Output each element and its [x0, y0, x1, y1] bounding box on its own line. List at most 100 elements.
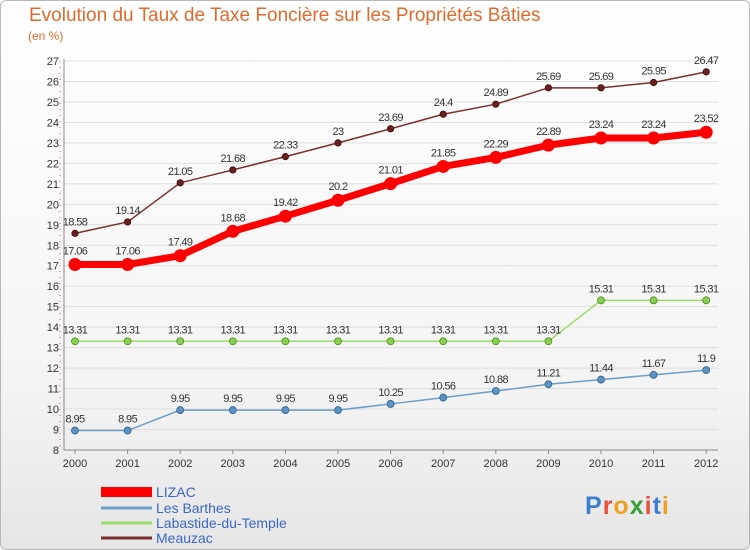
data-label-labastide-du-temple: 13.31 [221, 324, 246, 336]
data-label-les-barthes: 11.44 [589, 363, 613, 375]
data-label-lizac: 17.49 [168, 237, 193, 249]
data-label-les-barthes: 10.25 [378, 387, 403, 399]
legend-label-lizac: LIZAC [156, 484, 196, 500]
data-label-meauzac: 19.14 [115, 205, 140, 217]
data-point-les-barthes [491, 387, 500, 395]
data-label-lizac: 17.06 [63, 246, 88, 258]
data-point-lizac [699, 125, 713, 139]
y-tick-label: 23 [47, 138, 59, 150]
data-point-labastide-du-temple [544, 337, 553, 346]
data-point-les-barthes [123, 426, 132, 435]
data-label-labastide-du-temple: 13.31 [326, 324, 351, 336]
data-label-meauzac: 21.05 [168, 166, 193, 178]
data-point-lizac [594, 131, 608, 145]
y-tick-label: 20 [47, 199, 59, 211]
data-labels-layer: 8.95 8.95 9.95 9.95 9.95 9.95 10.25 10.56 10.88 1… [63, 55, 720, 426]
data-point-meauzac [544, 84, 553, 92]
data-point-les-barthes [71, 426, 79, 435]
data-point-lizac [647, 131, 661, 145]
data-label-meauzac: 21.68 [221, 153, 246, 165]
data-label-lizac: 21.01 [378, 165, 403, 177]
data-point-lizac [331, 193, 345, 207]
data-label-lizac: 22.89 [536, 126, 561, 138]
data-label-meauzac: 23 [332, 126, 344, 138]
x-tick-label: 2011 [642, 458, 666, 470]
data-point-labastide-du-temple [123, 337, 132, 346]
data-label-labastide-du-temple: 13.31 [273, 324, 298, 336]
logo-letter: x [629, 492, 645, 520]
data-label-meauzac: 18.58 [63, 216, 88, 228]
data-label-les-barthes: 9.95 [276, 393, 295, 405]
y-tick-label: 25 [47, 97, 59, 109]
x-tick-label: 2012 [694, 458, 718, 470]
data-point-meauzac [702, 68, 710, 76]
x-tick-label: 2002 [168, 458, 192, 470]
data-label-les-barthes: 8.95 [118, 414, 137, 426]
data-point-les-barthes [176, 406, 185, 414]
y-tick-label: 12 [47, 363, 59, 375]
y-tick-label: 15 [47, 302, 59, 314]
data-label-meauzac: 24.89 [484, 87, 509, 99]
data-point-labastide-du-temple [71, 337, 79, 346]
data-point-lizac [278, 209, 292, 223]
data-point-meauzac [597, 84, 605, 92]
y-tick-label: 13 [47, 343, 59, 355]
data-label-lizac: 23.24 [589, 119, 614, 131]
y-tick-label: 10 [47, 404, 59, 416]
logo-letter: o [613, 492, 630, 520]
data-label-meauzac: 25.95 [641, 65, 666, 77]
legend-swatch-labastide-du-temple [101, 521, 152, 525]
data-point-les-barthes [439, 393, 448, 402]
data-label-labastide-du-temple: 13.31 [63, 324, 88, 336]
data-point-meauzac [176, 179, 184, 187]
data-label-lizac: 21.85 [431, 147, 456, 159]
data-point-lizac [384, 177, 398, 191]
data-label-les-barthes: 10.56 [431, 381, 456, 393]
data-label-meauzac: 25.69 [536, 71, 561, 83]
data-label-meauzac: 24.4 [434, 97, 453, 109]
data-label-les-barthes: 9.95 [171, 393, 190, 405]
data-point-les-barthes [597, 375, 605, 384]
axes: 8 9 10 11 12 13 14 15 16 17 18 19 20 21 22 23 24 25 26 27 20… [47, 56, 719, 470]
data-label-labastide-du-temple: 13.31 [115, 324, 140, 336]
data-point-les-barthes [702, 366, 711, 375]
data-label-meauzac: 22.33 [273, 140, 298, 152]
series-layer [68, 68, 713, 435]
data-point-lizac [68, 258, 82, 272]
chart-title: Evolution du Taux de Taxe Foncière sur l… [29, 5, 541, 26]
y-tick-label: 18 [47, 240, 59, 252]
y-tick-label: 14 [47, 322, 59, 334]
data-point-les-barthes [386, 400, 395, 408]
data-label-les-barthes: 10.88 [484, 374, 509, 386]
y-tick-label: 19 [47, 220, 59, 232]
data-point-labastide-du-temple [386, 337, 395, 346]
data-label-lizac: 19.42 [273, 197, 298, 209]
data-label-labastide-du-temple: 13.31 [484, 324, 509, 336]
legend-label-meauzac: Meauzac [156, 530, 213, 546]
data-point-meauzac [439, 110, 447, 118]
data-point-labastide-du-temple [597, 296, 605, 305]
data-label-les-barthes: 8.95 [65, 414, 84, 426]
data-point-labastide-du-temple [649, 296, 658, 305]
data-label-les-barthes: 9.95 [328, 393, 347, 405]
data-label-lizac: 17.06 [115, 246, 140, 258]
data-label-labastide-du-temple: 13.31 [536, 324, 561, 336]
x-tick-label: 2000 [63, 458, 87, 470]
series-line-meauzac [74, 71, 707, 235]
data-label-lizac: 18.68 [221, 212, 246, 224]
data-label-lizac: 23.24 [641, 119, 666, 131]
data-label-les-barthes: 11.9 [697, 353, 716, 365]
y-tick-label: 17 [47, 261, 59, 273]
data-point-lizac [226, 224, 240, 238]
logo-letter: t [652, 492, 662, 520]
data-point-lizac [173, 249, 187, 263]
y-tick-label: 8 [53, 445, 59, 457]
logo-letter: P [585, 492, 603, 520]
y-tick-label: 24 [47, 117, 59, 129]
x-tick-label: 2004 [273, 458, 297, 470]
legend-swatch-lizac [101, 487, 152, 497]
data-point-labastide-du-temple [439, 337, 448, 346]
